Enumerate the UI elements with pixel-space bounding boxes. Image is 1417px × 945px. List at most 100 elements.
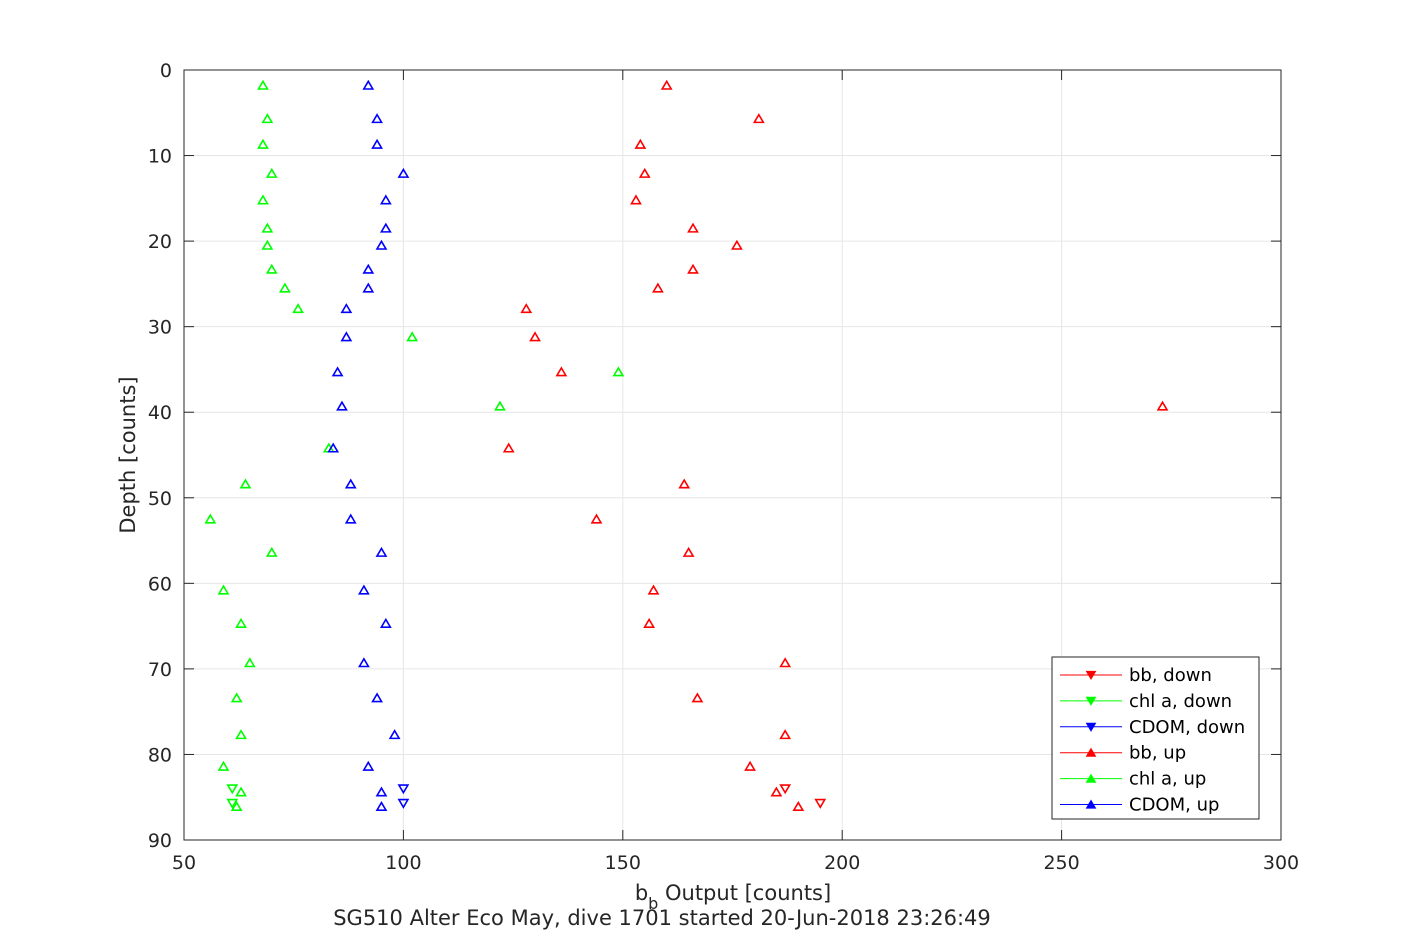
data-point-up xyxy=(502,442,515,453)
data-point-down xyxy=(814,798,827,809)
caption: SG510 Alter Eco May, dive 1701 started 2… xyxy=(333,906,991,930)
x-tick-label: 150 xyxy=(605,852,641,874)
data-point-down xyxy=(397,798,410,809)
data-point-up xyxy=(204,513,217,524)
y-tick-label: 50 xyxy=(148,488,172,510)
data-point-up xyxy=(678,478,691,489)
data-point-up xyxy=(257,194,269,205)
data-point-up xyxy=(358,584,370,595)
tick-marks xyxy=(183,69,1282,841)
x-tick-label: 300 xyxy=(1263,852,1299,874)
data-point-down xyxy=(226,798,239,809)
data-point-up xyxy=(379,194,392,205)
data-point-up xyxy=(730,239,743,250)
data-point-up xyxy=(358,657,370,668)
data-point-up xyxy=(555,366,568,377)
data-point-up xyxy=(292,303,304,314)
data-point-up xyxy=(744,760,756,771)
legend-marker xyxy=(1085,722,1097,732)
x-axis-label: bb Output [counts] xyxy=(635,881,831,913)
data-point-up xyxy=(265,546,278,557)
legend-label: bb, up xyxy=(1129,743,1186,764)
data-point-up xyxy=(327,442,340,453)
axes-box xyxy=(183,69,1282,841)
x-tick-label: 100 xyxy=(385,852,421,874)
data-point-up xyxy=(375,546,388,557)
data-point-up xyxy=(652,282,664,293)
legend-label: chl a, down xyxy=(1129,691,1232,712)
data-point-up xyxy=(265,263,278,274)
data-point-up xyxy=(660,79,673,90)
legend-marker xyxy=(1085,670,1097,681)
x-axis-label-subscript: b xyxy=(648,894,658,913)
data-point-up xyxy=(340,331,353,342)
data-point-up xyxy=(239,478,252,489)
data-point-up xyxy=(362,79,375,90)
y-tick-labels: 0 10 20 30 40 50 60 70 80 90 xyxy=(148,60,172,852)
data-point-up xyxy=(643,617,656,628)
data-point-up xyxy=(752,113,765,124)
legend-marker xyxy=(1085,696,1097,706)
data-point-up xyxy=(261,222,274,233)
x-axis-label-rest: Output [counts] xyxy=(658,881,831,905)
data-point-up xyxy=(257,138,269,149)
y-tick-label: 10 xyxy=(148,146,172,168)
legend-marker xyxy=(1085,773,1097,783)
y-tick-label: 20 xyxy=(148,231,172,253)
grid xyxy=(183,69,1282,841)
y-tick-label: 70 xyxy=(148,659,172,681)
data-point-up xyxy=(243,657,256,668)
legend-label: CDOM, up xyxy=(1129,795,1219,816)
data-point-up xyxy=(612,366,625,377)
data-point-up xyxy=(779,729,792,740)
legend-label: CDOM, down xyxy=(1129,717,1245,738)
data-point-up xyxy=(362,760,375,771)
data-point-up xyxy=(371,113,383,124)
y-tick-label: 80 xyxy=(148,744,172,766)
data-point-up xyxy=(634,138,647,149)
data-point-up xyxy=(682,546,695,557)
y-tick-label: 40 xyxy=(148,402,172,424)
data-point-up xyxy=(362,282,375,293)
x-tick-label: 50 xyxy=(172,852,196,874)
data-point-up xyxy=(687,222,699,233)
data-point-up xyxy=(261,239,274,250)
legend-label: bb, down xyxy=(1129,665,1212,686)
data-point-up xyxy=(792,801,805,812)
data-point-up xyxy=(261,113,274,124)
data-point-up xyxy=(691,692,704,703)
data-point-up xyxy=(371,138,383,149)
y-tick-label: 90 xyxy=(148,830,172,852)
data-point-up xyxy=(235,729,247,740)
data-point-up xyxy=(638,167,651,178)
y-axis-label: Depth [counts] xyxy=(116,376,140,533)
y-tick-label: 60 xyxy=(148,573,172,595)
data-point-up xyxy=(331,366,344,377)
data-point-up xyxy=(1156,400,1169,411)
data-point-up xyxy=(230,801,243,812)
data-point-up xyxy=(379,617,392,628)
data-point-up xyxy=(687,263,699,274)
x-tick-labels: 50 100 150 200 250 300 xyxy=(172,852,1299,874)
data-point-up xyxy=(375,239,388,250)
data-point-down xyxy=(397,784,410,795)
data-point-up xyxy=(340,303,353,314)
y-tick-label: 30 xyxy=(148,317,172,339)
data-point-up xyxy=(770,786,783,797)
legend-label: chl a, up xyxy=(1129,769,1206,790)
data-point-up xyxy=(397,167,410,178)
data-point-up xyxy=(230,692,243,703)
data-point-up xyxy=(362,263,375,274)
data-point-down xyxy=(226,784,239,795)
data-point-up xyxy=(217,760,230,771)
data-point-up xyxy=(371,692,383,703)
legend: bb, down chl a, down CDOM, down bb, up chl a… xyxy=(1051,656,1260,820)
data-point-up xyxy=(257,79,269,90)
legend-marker xyxy=(1085,747,1097,757)
y-tick-label: 0 xyxy=(160,60,172,82)
data-point-up xyxy=(520,303,533,314)
data-point-up xyxy=(779,657,792,668)
x-axis-label-main: b xyxy=(635,881,648,905)
data-point-up xyxy=(235,617,247,628)
